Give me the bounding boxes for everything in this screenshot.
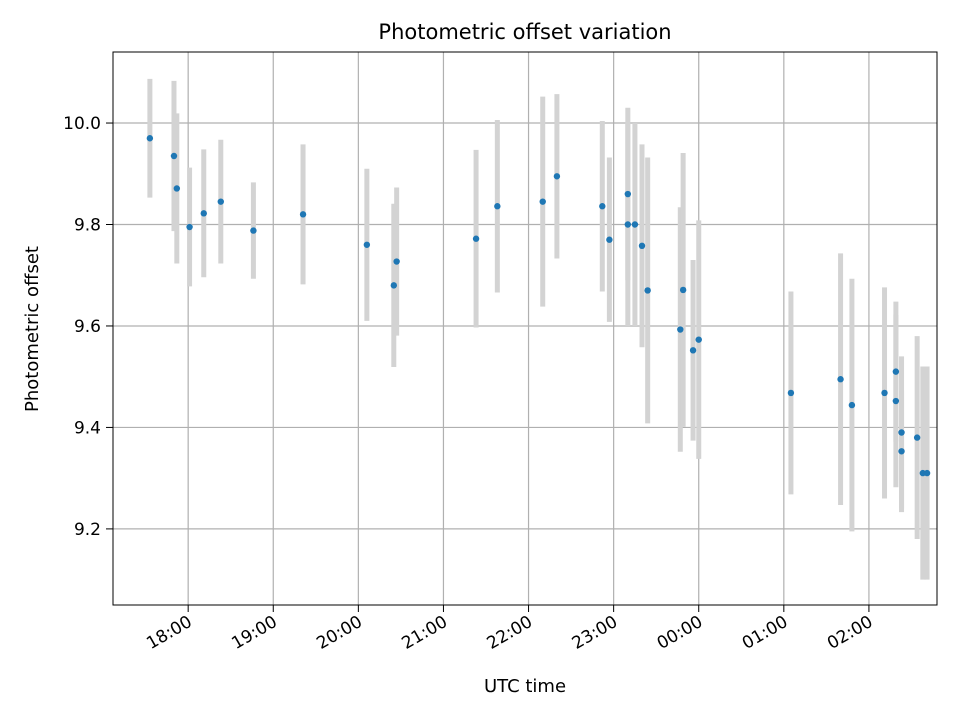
data-point — [677, 326, 684, 333]
y-tick-label: 9.4 — [74, 418, 101, 438]
data-point — [624, 190, 632, 198]
data-point — [472, 235, 480, 242]
data-point — [695, 336, 702, 343]
data-point — [390, 282, 398, 289]
data-point — [837, 376, 844, 383]
data-point — [898, 448, 905, 455]
y-axis-label: Photometric offset — [22, 246, 43, 412]
grid — [113, 52, 937, 605]
data-point — [848, 401, 856, 409]
data-point — [250, 227, 257, 234]
data-point — [638, 242, 646, 250]
data-point — [494, 203, 501, 210]
data-point — [898, 429, 905, 436]
data-point — [599, 203, 606, 210]
data-point — [299, 211, 307, 218]
y-tick-label: 9.2 — [74, 520, 101, 540]
data-point — [787, 389, 795, 397]
chart-title: Photometric offset variation — [378, 20, 671, 44]
data-markers — [146, 135, 931, 477]
y-tick-label: 9.8 — [74, 215, 101, 235]
data-point — [631, 221, 639, 228]
data-point — [644, 287, 651, 294]
data-point — [217, 198, 224, 205]
data-point — [624, 221, 632, 228]
data-point — [881, 389, 888, 397]
data-point — [913, 434, 921, 441]
data-point — [553, 173, 561, 180]
data-point — [606, 236, 613, 243]
data-point — [170, 152, 178, 160]
data-point — [363, 241, 371, 248]
x-axis-label: UTC time — [484, 676, 566, 697]
data-point — [689, 347, 697, 354]
data-point — [200, 210, 207, 217]
data-point — [186, 223, 193, 231]
data-point — [892, 397, 900, 405]
y-tick-label: 9.6 — [74, 317, 101, 337]
data-point — [679, 286, 687, 294]
plot-frame — [112, 51, 938, 606]
y-axis-ticks: 9.2 9.4 9.6 9.8 10.0 — [63, 114, 113, 540]
data-point — [923, 469, 931, 477]
data-point — [892, 368, 900, 375]
data-point — [146, 135, 154, 142]
data-point — [173, 185, 181, 192]
y-tick-label: 10.0 — [63, 114, 101, 134]
data-point — [539, 198, 546, 205]
data-point — [393, 258, 400, 265]
